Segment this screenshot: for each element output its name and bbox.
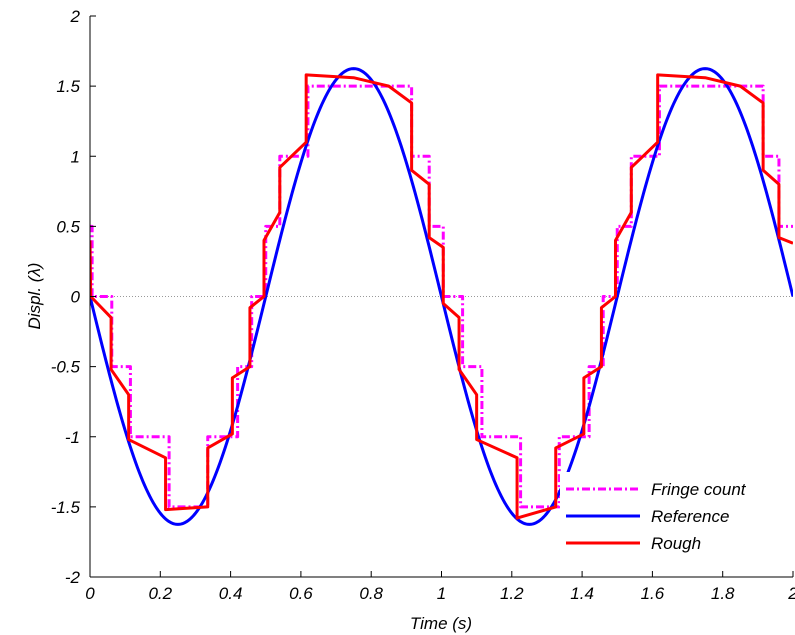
x-tick-label: 1.4 <box>570 584 594 603</box>
legend-label: Reference <box>651 507 729 526</box>
x-tick-label: 1.2 <box>500 584 524 603</box>
y-tick-label: -0.5 <box>51 358 81 377</box>
y-tick-label: 2 <box>70 7 81 26</box>
x-tick-label: 0.8 <box>359 584 383 603</box>
legend: Fringe count Reference Rough <box>560 472 785 560</box>
x-axis-label: Time (s) <box>410 614 472 633</box>
series-line-rough <box>90 73 793 520</box>
series-line-fringe-count <box>90 84 793 509</box>
legend-label: Fringe count <box>651 480 747 499</box>
x-tick-label: 1.6 <box>641 584 665 603</box>
y-tick-label: -1 <box>65 428 80 447</box>
y-tick-label: 1.5 <box>56 77 80 96</box>
y-tick-label: 0.5 <box>56 217 80 236</box>
y-tick-label: -2 <box>65 568 81 587</box>
x-tick-label: 0.6 <box>289 584 313 603</box>
x-tick-label: 0.4 <box>219 584 243 603</box>
x-tick-label: 1.8 <box>711 584 735 603</box>
y-tick-label: -1.5 <box>51 498 81 517</box>
y-tick-label: 1 <box>71 147 80 166</box>
y-tick-label: 0 <box>71 288 81 307</box>
x-tick-label: 0 <box>85 584 95 603</box>
x-tick-label: 0.2 <box>148 584 172 603</box>
legend-label: Rough <box>651 534 701 553</box>
x-tick-label: 1 <box>437 584 446 603</box>
y-axis-label: Displ. (λ) <box>25 263 44 330</box>
x-tick-label: 2 <box>787 584 795 603</box>
